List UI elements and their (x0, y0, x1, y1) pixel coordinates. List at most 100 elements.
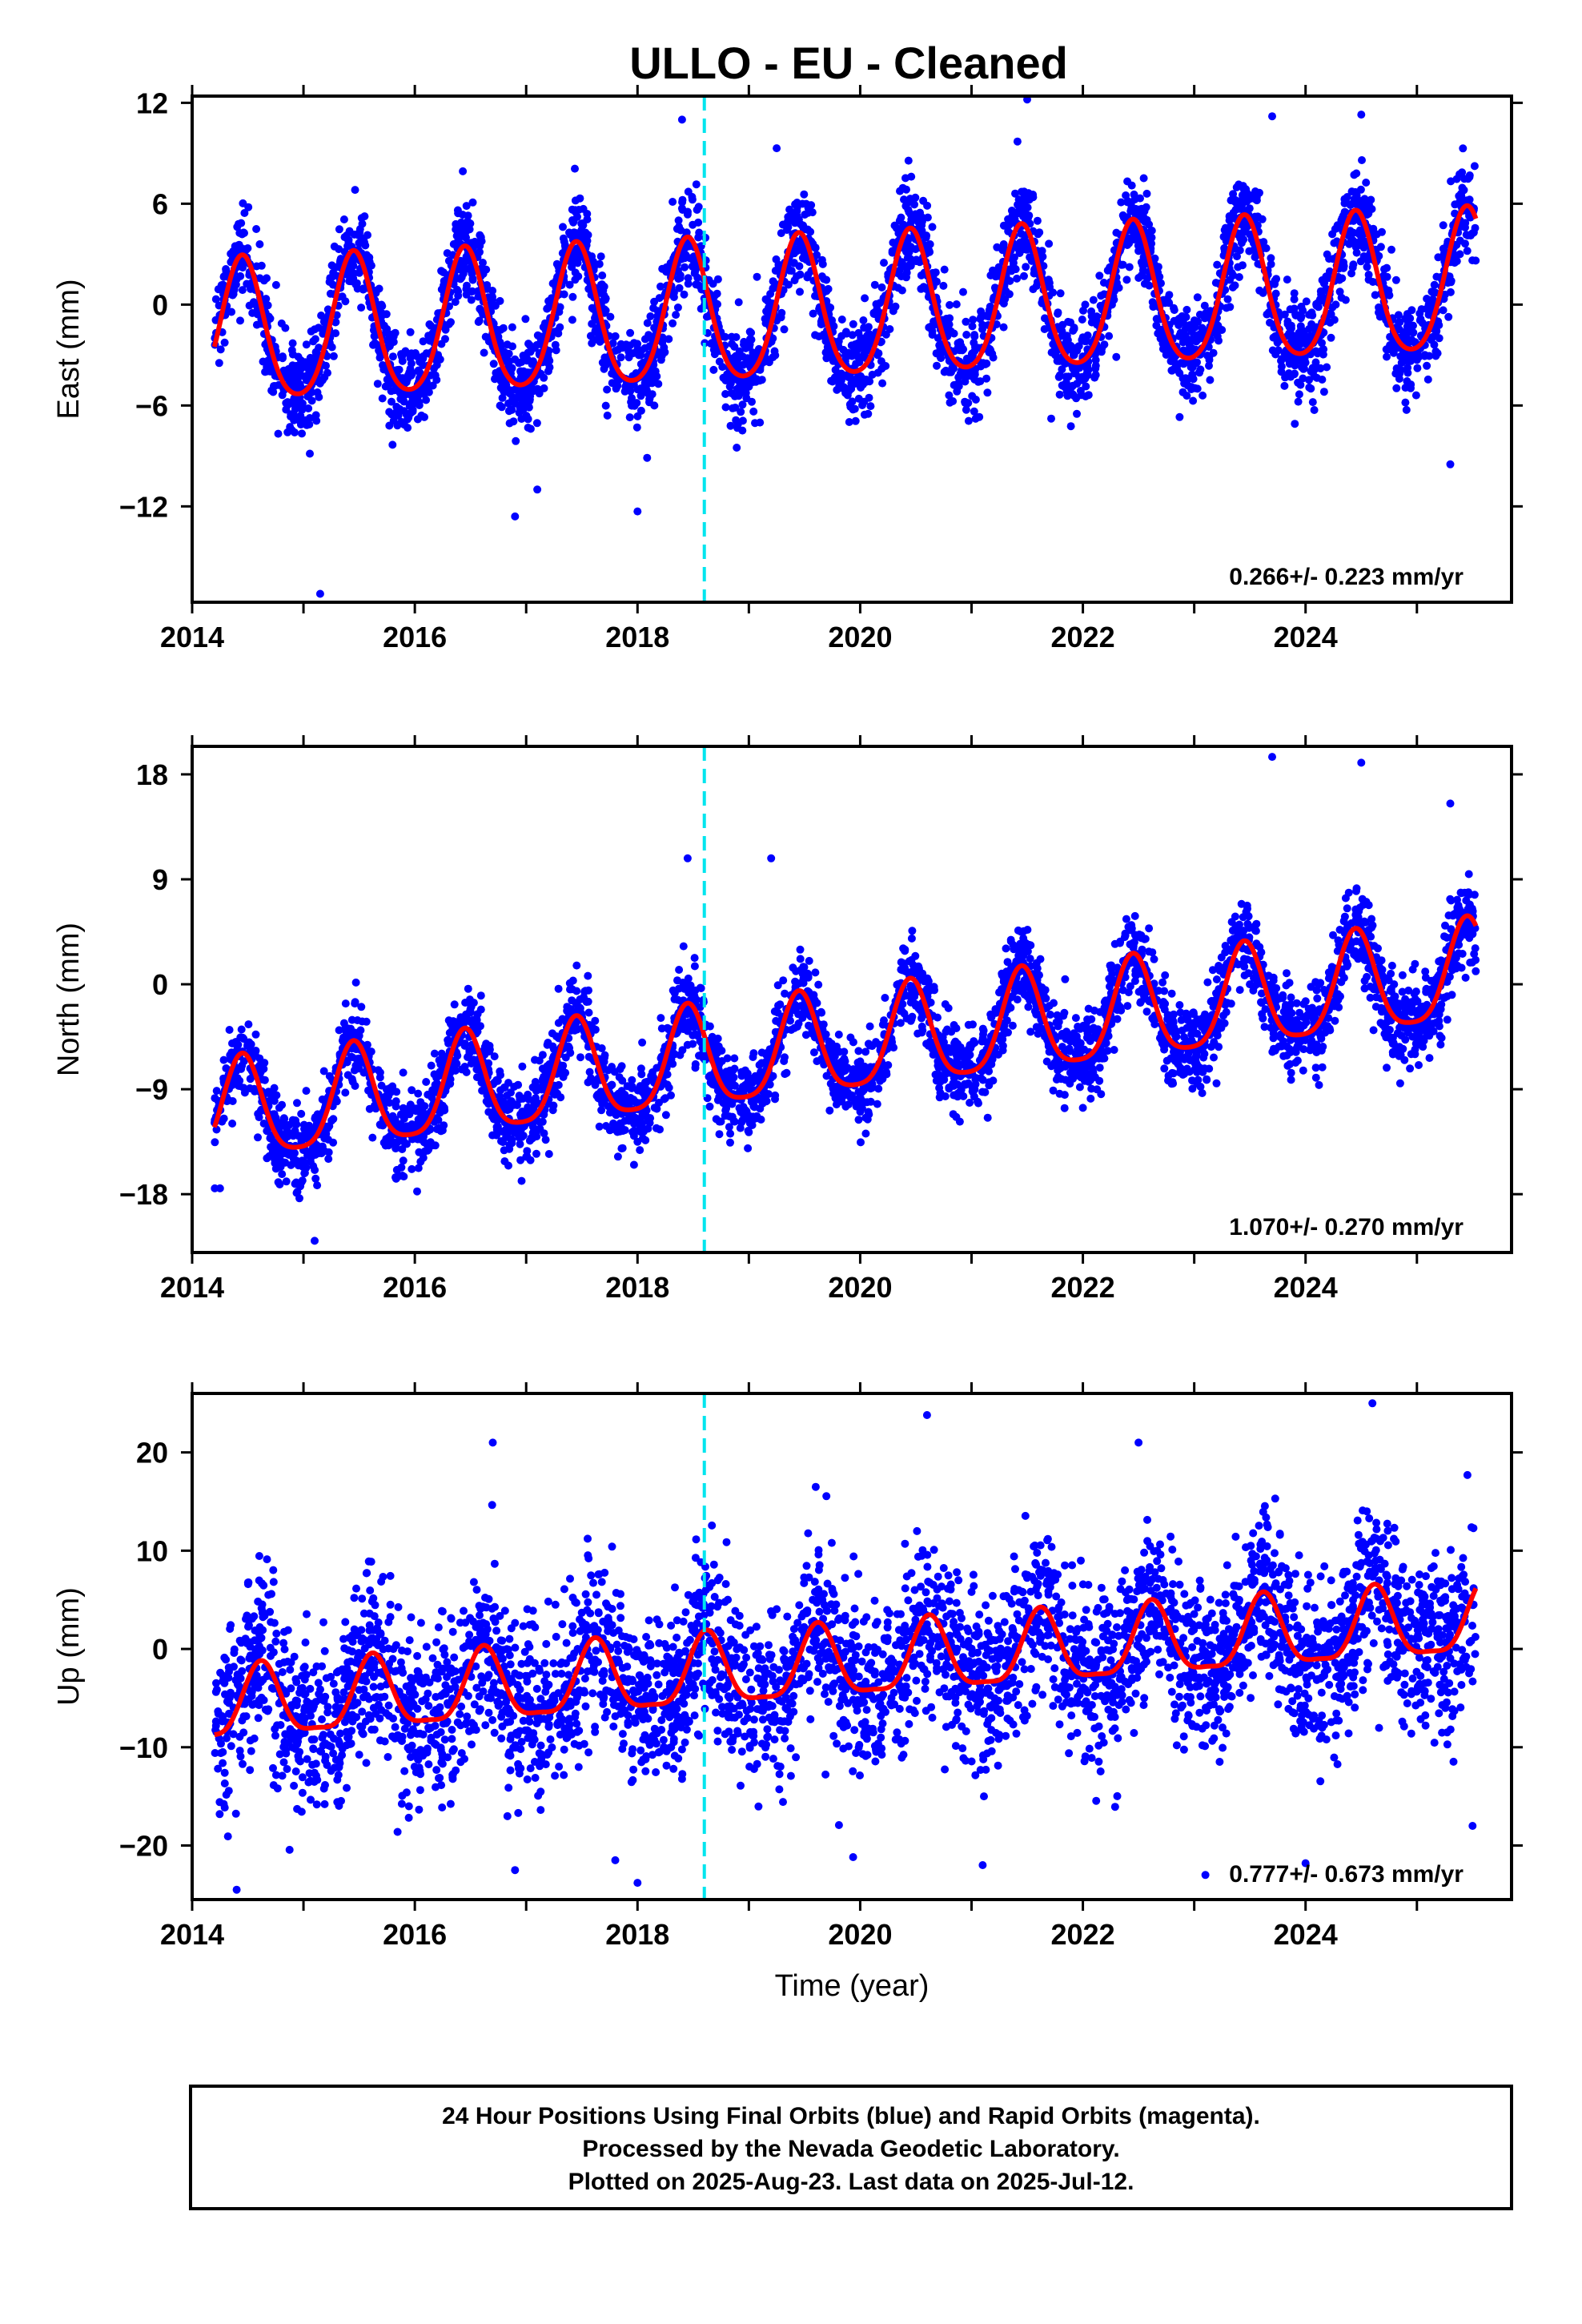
east-data-point (813, 251, 821, 259)
east-data-point (891, 302, 900, 311)
east-data-point (1378, 227, 1386, 236)
east-data-point (232, 275, 241, 283)
east-data-point (1287, 331, 1295, 340)
east-data-point (1069, 364, 1078, 373)
east-data-point (1189, 396, 1198, 405)
east-data-point (603, 385, 612, 394)
north-data-point (1436, 1040, 1445, 1049)
east-data-point (216, 283, 225, 292)
east-data-point (279, 352, 287, 361)
east-data-point (1455, 191, 1464, 200)
east-data-point (1011, 265, 1020, 274)
east-data-point (1323, 250, 1331, 259)
east-data-point (1439, 221, 1447, 230)
east-data-point (942, 315, 951, 323)
east-data-point (1414, 353, 1422, 362)
east-data-point (976, 377, 985, 386)
east-data-point (1020, 191, 1029, 200)
east-data-point (1223, 295, 1232, 304)
east-data-point (974, 344, 982, 352)
east-data-point (865, 377, 874, 386)
east-data-point (583, 215, 592, 223)
east-data-point (1056, 289, 1065, 298)
east-data-point (1335, 287, 1344, 296)
east-data-point (1022, 263, 1030, 271)
east-data-point (327, 261, 336, 270)
east-data-point (1233, 252, 1241, 261)
east-data-point (1318, 376, 1327, 384)
east-data-point (413, 415, 422, 424)
east-data-point (632, 423, 641, 432)
east-rate-label: 0.266+/- 0.223 mm/yr (1229, 564, 1464, 590)
east-data-point (227, 308, 236, 316)
east-data-point (1435, 334, 1443, 343)
north-data-point (341, 999, 350, 1008)
east-data-point (656, 282, 665, 291)
east-data-point (216, 345, 225, 354)
east-data-point (415, 398, 424, 407)
east-data-point (1319, 388, 1328, 396)
east-data-point (1318, 339, 1326, 348)
east-data-point (298, 359, 307, 367)
east-data-point (1013, 274, 1022, 283)
east-data-point (952, 300, 961, 308)
east-data-point (796, 270, 805, 279)
east-data-point (402, 348, 411, 357)
east-data-point (329, 280, 337, 289)
east-data-point (1375, 312, 1384, 321)
east-data-point (1392, 384, 1401, 392)
east-data-point (833, 385, 841, 394)
east-data-point (1030, 269, 1038, 278)
east-data-point (1330, 316, 1339, 324)
east-data-point (785, 205, 794, 214)
east-data-point (231, 243, 239, 252)
north-data-point (636, 1146, 644, 1155)
east-data-point (240, 245, 249, 254)
north-data-point (251, 1030, 260, 1039)
east-data-point (1280, 310, 1289, 319)
east-data-point (1055, 390, 1064, 399)
east-data-point (423, 384, 432, 392)
east-data-point (1169, 354, 1178, 363)
east-data-point (850, 404, 859, 413)
east-data-point (1251, 195, 1260, 204)
east-data-point (524, 340, 532, 348)
east-data-point (1456, 236, 1464, 245)
east-data-point (307, 327, 315, 336)
east-data-point (1039, 262, 1048, 271)
east-data-point (291, 428, 299, 436)
east-data-point (600, 292, 608, 300)
north-data-point (1287, 1068, 1295, 1077)
east-data-point (727, 332, 736, 341)
east-data-point (689, 220, 697, 229)
east-data-point (950, 364, 958, 373)
east-data-point (709, 365, 718, 374)
east-data-point (1307, 308, 1316, 317)
east-data-point (565, 280, 574, 289)
east-data-point (710, 350, 719, 359)
east-data-point (978, 320, 987, 329)
east-data-point (928, 331, 937, 339)
east-data-point (1180, 359, 1189, 368)
east-outlier-point (633, 507, 642, 516)
east-data-point (1225, 216, 1234, 225)
east-data-point (505, 389, 514, 398)
east-data-point (252, 225, 261, 233)
east-data-point (999, 323, 1008, 332)
east-data-point (737, 408, 745, 416)
east-data-point (480, 348, 488, 357)
east-data-point (402, 378, 411, 387)
east-data-point (257, 261, 266, 270)
east-data-point (1175, 412, 1184, 421)
north-data-point (854, 1116, 863, 1124)
east-data-point (1380, 265, 1388, 274)
east-data-point (985, 348, 994, 356)
east-data-point (1015, 203, 1024, 211)
east-data-point (649, 304, 658, 312)
east-data-point (1005, 290, 1014, 299)
east-data-point (624, 352, 633, 361)
east-data-point (961, 397, 970, 406)
east-data-point (811, 243, 820, 252)
east-data-point (1337, 216, 1346, 224)
east-data-point (1299, 364, 1308, 373)
